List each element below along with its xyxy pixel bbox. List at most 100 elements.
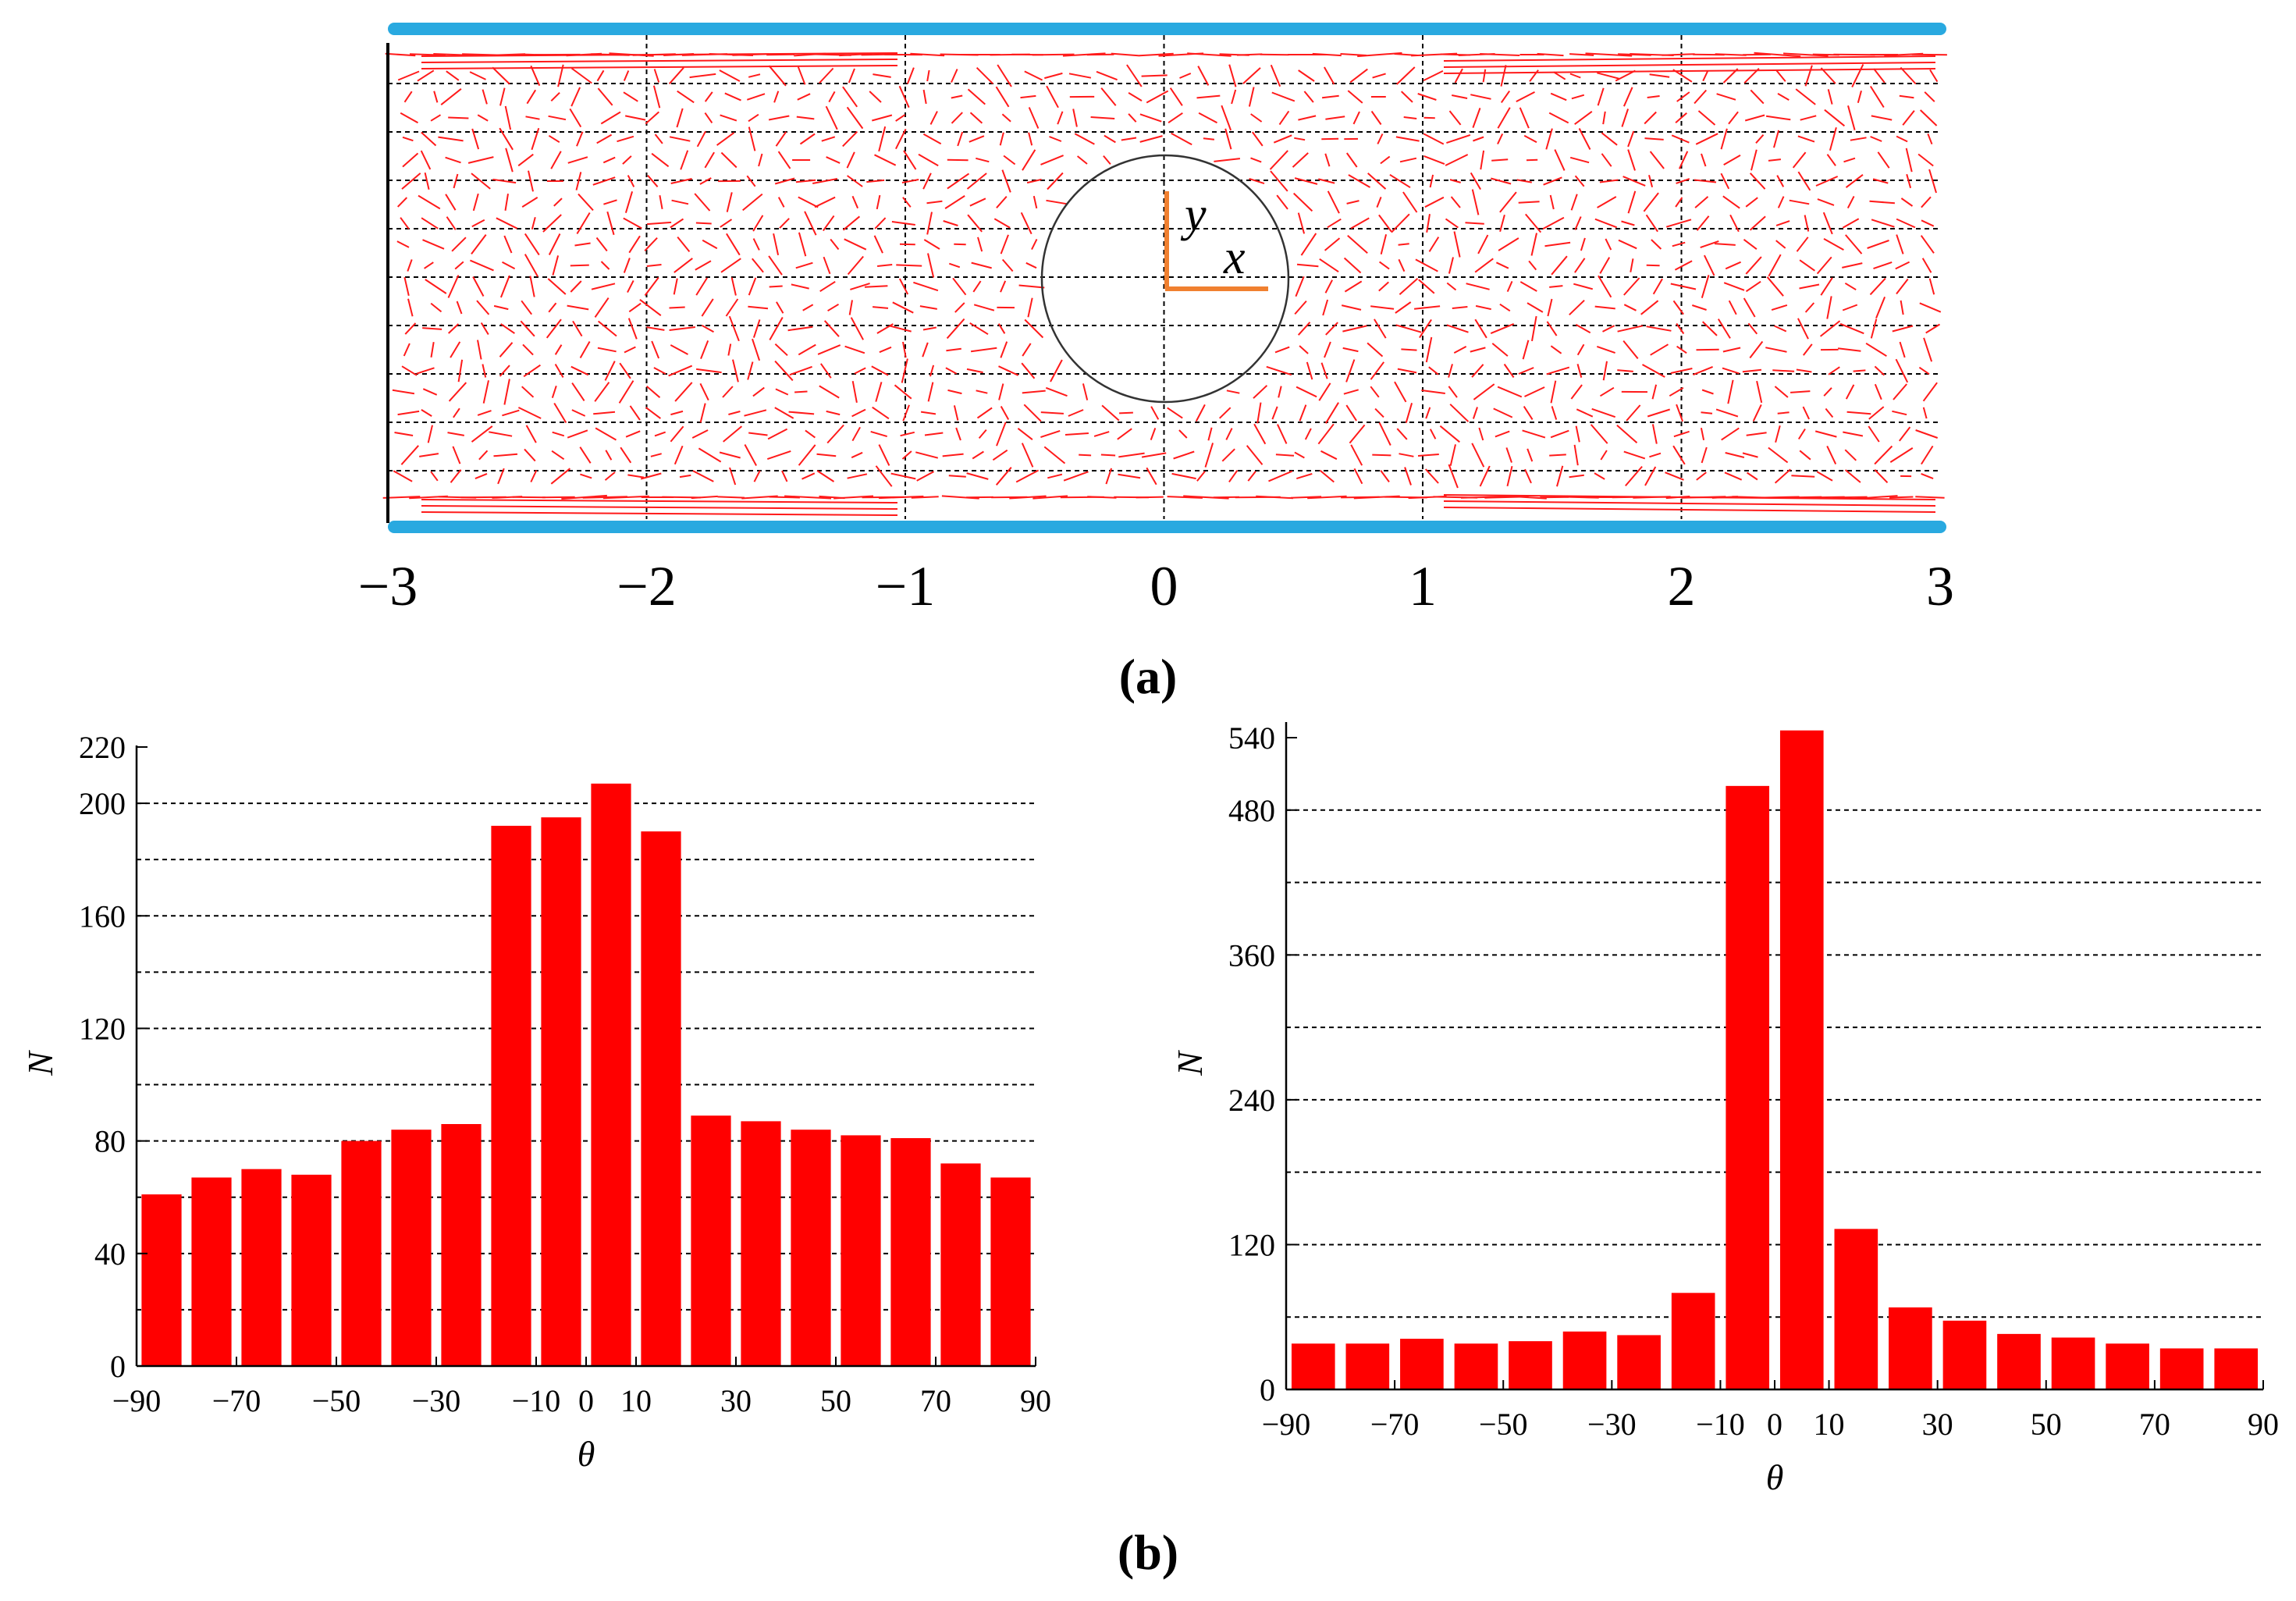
flow-vector xyxy=(694,193,711,212)
flow-vector xyxy=(900,431,915,437)
flow-vector xyxy=(1728,300,1737,315)
flow-vector xyxy=(875,382,883,402)
flow-vector xyxy=(816,470,835,482)
flow-vector xyxy=(947,389,962,395)
flow-vector xyxy=(766,450,791,461)
flow-vector xyxy=(1505,495,1547,500)
flow-vector xyxy=(1600,450,1608,461)
flow-vector xyxy=(1274,346,1290,354)
flow-vector xyxy=(677,90,695,104)
flow-vector xyxy=(875,465,893,487)
flow-vector xyxy=(1774,325,1787,333)
flow-vector xyxy=(1499,303,1511,312)
flow-streak xyxy=(421,505,898,510)
flow-vector xyxy=(669,136,691,142)
flow-vector xyxy=(1171,472,1196,480)
flow-vector xyxy=(929,111,938,125)
flow-vector xyxy=(1396,428,1408,440)
flow-vector xyxy=(873,306,889,309)
flow-vector xyxy=(680,150,689,170)
flow-streak xyxy=(1443,500,1936,507)
flow-vector xyxy=(1651,239,1662,250)
flow-vector xyxy=(1017,428,1033,440)
x-tick-label: 30 xyxy=(720,1383,752,1418)
flow-vector xyxy=(1251,131,1264,147)
flow-vector xyxy=(1701,411,1713,414)
flow-vector xyxy=(946,347,961,352)
flow-vector xyxy=(570,280,582,293)
flow-vector xyxy=(1547,298,1553,317)
flow-vector xyxy=(851,426,861,442)
flow-vector xyxy=(1574,175,1585,187)
flow-vector xyxy=(1196,471,1206,482)
flow-vector xyxy=(1474,258,1494,273)
flow-vector xyxy=(1644,466,1657,486)
flow-vector xyxy=(768,65,787,87)
flow-vector xyxy=(1676,345,1687,354)
flow-vector xyxy=(1026,178,1042,184)
flow-vector xyxy=(913,281,939,292)
flow-vector xyxy=(727,343,732,356)
x-tick-label: 0 xyxy=(578,1383,594,1418)
flow-vector xyxy=(1448,110,1462,126)
flow-vector xyxy=(1020,94,1036,99)
flow-vector xyxy=(1253,385,1268,399)
flow-vector xyxy=(998,383,1004,400)
histogram-bar xyxy=(1291,1343,1335,1389)
flow-vector xyxy=(552,431,565,437)
histogram-bar xyxy=(940,1163,981,1366)
flow-vector xyxy=(504,194,509,211)
flow-vector xyxy=(1915,429,1939,439)
vector-field-grid xyxy=(388,35,1940,519)
flow-vector xyxy=(1623,304,1637,311)
flow-vector xyxy=(1370,361,1385,380)
flow-vector xyxy=(1271,91,1295,102)
flow-vector xyxy=(954,243,966,246)
flow-vector xyxy=(1829,126,1837,151)
flow-vector xyxy=(748,432,768,436)
flow-vector xyxy=(1678,151,1689,169)
flow-vector xyxy=(1378,422,1391,446)
flow-vector xyxy=(596,133,613,144)
flow-vector xyxy=(1195,404,1206,422)
flow-vector xyxy=(447,432,464,436)
flow-vector xyxy=(691,495,718,500)
x-tick-label: 3 xyxy=(1926,555,1954,617)
flow-vector xyxy=(628,235,641,254)
flow-vector xyxy=(1389,173,1411,189)
flow-vector xyxy=(955,427,961,441)
flow-streak xyxy=(421,65,898,69)
flow-vector xyxy=(797,93,811,101)
flow-vector xyxy=(1449,404,1470,422)
flow-vector xyxy=(482,89,488,105)
flow-vector xyxy=(401,173,421,190)
flow-vector xyxy=(794,390,808,393)
flow-vector xyxy=(396,197,408,208)
histogram-right: 0 120 240 360 480 540 −90 −70 −50 −30 −10 0 10 30 50 70… xyxy=(1170,720,2279,1497)
flow-vector xyxy=(1225,428,1233,440)
flow-vector xyxy=(1318,382,1331,401)
flow-vector xyxy=(1865,342,1887,358)
flow-vector xyxy=(1874,468,1889,484)
flow-vector xyxy=(1367,173,1387,190)
flow-vector xyxy=(1500,65,1507,87)
flow-vector xyxy=(1573,444,1579,466)
flow-vector xyxy=(1701,275,1710,298)
flow-vector xyxy=(1594,305,1615,310)
flow-vector xyxy=(1213,496,1240,499)
flow-vector xyxy=(1691,304,1707,311)
flow-vector xyxy=(1749,215,1766,231)
flow-vector xyxy=(929,365,935,377)
flow-vector xyxy=(446,70,460,81)
flow-vector xyxy=(1404,467,1412,486)
flow-vector xyxy=(1693,365,1713,376)
flow-vector xyxy=(942,453,964,457)
flow-vector xyxy=(1141,452,1167,458)
flow-streak xyxy=(421,499,898,503)
histogram-bar xyxy=(890,1138,931,1366)
flow-vector xyxy=(653,69,660,83)
flow-vector xyxy=(520,320,535,337)
y-tick-label: 240 xyxy=(1228,1083,1275,1118)
flow-vector xyxy=(1022,343,1032,357)
